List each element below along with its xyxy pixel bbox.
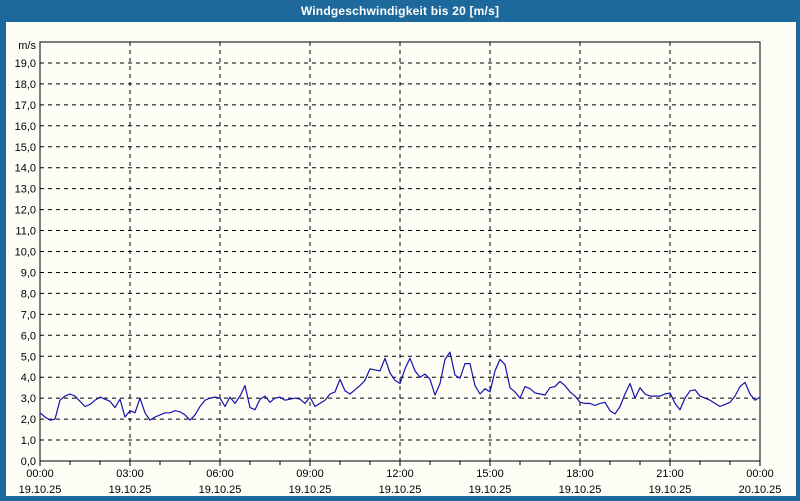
y-tick-label: 13,0 — [15, 184, 36, 196]
x-time-label: 06:00 — [206, 468, 234, 480]
y-tick-label: 7,0 — [21, 309, 36, 321]
x-time-label: 09:00 — [296, 468, 324, 480]
y-tick-label: 18,0 — [15, 79, 36, 91]
x-date-label: 19.10.25 — [379, 484, 422, 496]
y-tick-label: 11,0 — [15, 226, 36, 238]
x-date-label: 19.10.25 — [469, 484, 512, 496]
x-date-label: 19.10.25 — [289, 484, 332, 496]
y-tick-label: 8,0 — [21, 288, 36, 300]
x-time-label: 18:00 — [566, 468, 594, 480]
y-tick-label: 19,0 — [15, 58, 36, 70]
x-time-label: 03:00 — [116, 468, 144, 480]
chart-area: 0,0 1,0 2,0 3,0 4,0 5,0 6,0 7,0 8,0 9,0 10,0 11,0 12… — [6, 22, 796, 496]
y-axis-unit-label: m/s — [18, 40, 36, 52]
wind-speed-series-line — [39, 351, 761, 421]
x-time-label: 12:00 — [386, 468, 414, 480]
x-date-label: 20.10.25 — [739, 484, 782, 496]
y-tick-label: 14,0 — [15, 163, 36, 175]
x-date-label: 19.10.25 — [649, 484, 692, 496]
title-bar: Windgeschwindigkeit bis 20 [m/s] — [0, 0, 800, 22]
y-tick-label: 2,0 — [21, 414, 36, 426]
x-date-label: 19.10.25 — [199, 484, 242, 496]
y-tick-label: 4,0 — [21, 372, 36, 384]
y-tick-label: 3,0 — [21, 393, 36, 405]
y-tick-label: 1,0 — [21, 435, 36, 447]
y-tick-label: 6,0 — [21, 330, 36, 342]
x-time-label: 15:00 — [476, 468, 504, 480]
y-tick-label: 12,0 — [15, 205, 36, 217]
x-time-label: 21:00 — [656, 468, 684, 480]
wind-speed-chart: 0,0 1,0 2,0 3,0 4,0 5,0 6,0 7,0 8,0 9,0 10,0 11,0 12… — [15, 40, 782, 496]
x-date-label: 19.10.25 — [19, 484, 62, 496]
y-tick-label: 15,0 — [15, 142, 36, 154]
x-date-label: 19.10.25 — [559, 484, 602, 496]
y-tick-label: 9,0 — [21, 267, 36, 279]
x-time-label: 00:00 — [26, 468, 54, 480]
x-time-label: 00:00 — [746, 468, 774, 480]
y-tick-label: 5,0 — [21, 351, 36, 363]
x-date-label: 19.10.25 — [109, 484, 152, 496]
y-tick-label: 0,0 — [21, 456, 36, 468]
y-tick-label: 10,0 — [15, 247, 36, 259]
page-title: Windgeschwindigkeit bis 20 [m/s] — [300, 4, 500, 18]
y-tick-label: 16,0 — [15, 121, 36, 133]
y-tick-label: 17,0 — [15, 100, 36, 112]
